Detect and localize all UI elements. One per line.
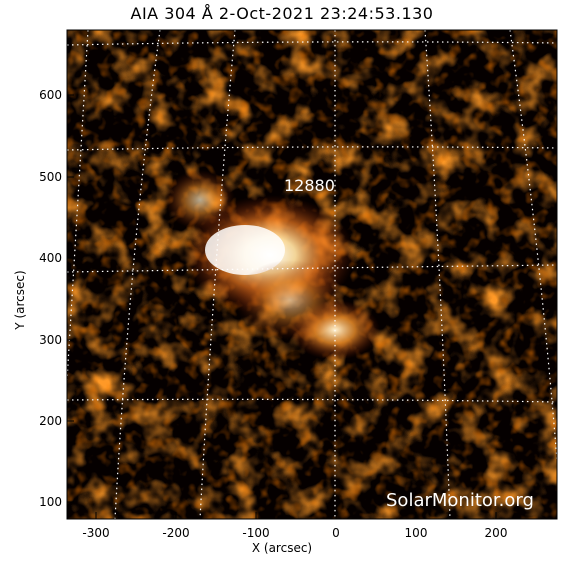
heliographic-grid [67,30,557,519]
x-axis-label: X (arcsec) [251,541,313,555]
y-tick-label: 200 [39,414,62,428]
x-tick-label: -200 [162,526,190,540]
y-tick-label: 400 [39,251,62,265]
plot-title: AIA 304 Å 2-Oct-2021 23:24:53.130 [130,4,434,23]
plot-frame [66,29,558,520]
x-tick-label: 100 [404,526,428,540]
x-tick-label: -300 [82,526,110,540]
x-tick-label: -100 [242,526,270,540]
x-tick-label: 200 [484,526,508,540]
y-tick-label: 300 [39,333,62,347]
active-region-loops [235,260,345,340]
y-tick-label: 600 [39,88,62,102]
y-tick-label: 100 [39,495,62,509]
x-tick-label: 0 [332,526,340,540]
y-tick-label: 500 [39,170,62,184]
active-region-label: 12880 [284,176,335,195]
axis-ticks [67,94,497,519]
y-axis-label: Y (arcsec) [13,270,27,330]
active-region-bright-core [205,225,285,275]
active-region-plage-north [165,170,235,230]
watermark: SolarMonitor.org [386,490,534,511]
